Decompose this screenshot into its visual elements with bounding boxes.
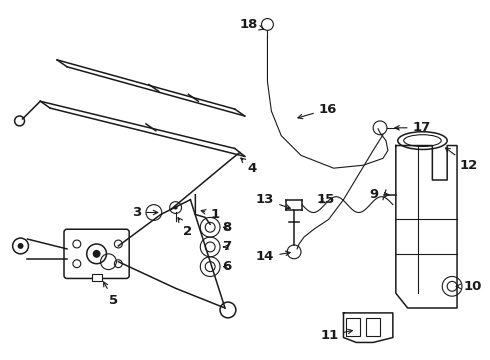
Circle shape xyxy=(93,250,100,258)
Text: 5: 5 xyxy=(103,282,119,307)
Text: 16: 16 xyxy=(298,103,337,119)
Circle shape xyxy=(18,243,24,249)
Text: 14: 14 xyxy=(256,250,290,263)
Bar xyxy=(366,318,380,336)
Bar xyxy=(92,274,101,282)
Circle shape xyxy=(173,206,177,210)
Text: 12: 12 xyxy=(445,148,478,172)
Text: 4: 4 xyxy=(241,158,257,175)
Text: 6: 6 xyxy=(222,260,231,273)
Text: 11: 11 xyxy=(320,329,352,342)
Text: 7: 7 xyxy=(222,240,231,253)
FancyBboxPatch shape xyxy=(64,229,129,278)
Ellipse shape xyxy=(404,135,441,147)
Text: 18: 18 xyxy=(239,18,264,31)
Text: 13: 13 xyxy=(256,193,290,209)
Text: 2: 2 xyxy=(178,218,193,238)
Text: 10: 10 xyxy=(456,280,482,293)
Text: 3: 3 xyxy=(132,206,158,219)
Text: 15: 15 xyxy=(317,193,335,206)
Bar xyxy=(346,318,360,336)
Text: 8: 8 xyxy=(222,221,231,234)
Ellipse shape xyxy=(398,132,447,149)
Text: 9: 9 xyxy=(369,188,389,201)
Text: 17: 17 xyxy=(395,121,431,134)
Text: 1: 1 xyxy=(201,208,220,221)
